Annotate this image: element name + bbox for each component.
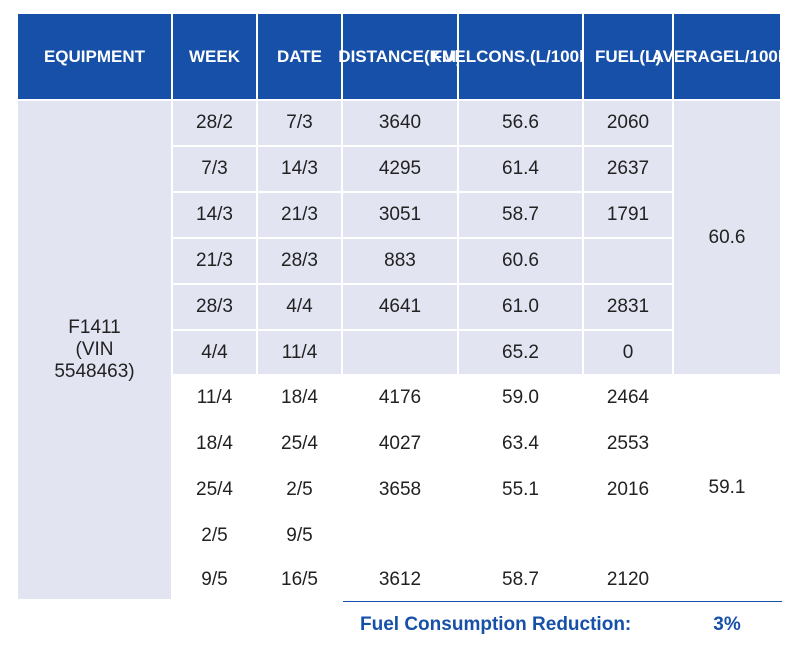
fuel-cons-cell: 59.0 — [502, 387, 539, 408]
week-cell: 2/5 — [201, 525, 228, 546]
fuel-cons-cell: 61.0 — [459, 285, 582, 329]
date-cell: 2/5 — [286, 479, 313, 500]
fuel-cons-cell: 65.2 — [459, 331, 582, 374]
date-cell: 7/3 — [258, 101, 341, 145]
date-cell: 14/3 — [258, 147, 341, 191]
date-cell: 9/5 — [286, 525, 313, 546]
equipment-line: (VIN — [75, 339, 114, 360]
date-cell: 25/4 — [281, 433, 318, 454]
distance-cell — [343, 331, 457, 374]
average-cell: 59.1 — [708, 476, 746, 498]
average-cell: 60.6 — [674, 101, 780, 374]
equipment-cell: F1411 (VIN 5548463) — [18, 101, 171, 599]
week-cell: 28/3 — [173, 285, 256, 329]
distance-cell: 883 — [343, 239, 457, 283]
fuel-cell: 2637 — [584, 147, 672, 191]
equipment-line: F1411 — [68, 317, 121, 338]
header-date: DATE — [258, 14, 341, 99]
date-cell: 21/3 — [258, 193, 341, 237]
week-cell: 4/4 — [173, 331, 256, 374]
fuel-cell: 2060 — [584, 101, 672, 145]
header-date-line: DATE — [276, 46, 322, 66]
week-cell: 25/4 — [196, 479, 233, 500]
fuel-reduction-label: Fuel Consumption Reduction: — [360, 614, 632, 635]
header-average: AVERAGE L/100km — [652, 14, 802, 99]
fuel-cons-cell: 60.6 — [459, 239, 582, 283]
date-cell: 18/4 — [281, 387, 318, 408]
distance-cell: 4027 — [378, 433, 422, 454]
fuel-cell — [584, 239, 672, 283]
header-fuel-cons-line: CONS. — [476, 46, 530, 66]
date-cell: 4/4 — [258, 285, 341, 329]
fuel-cell: 0 — [584, 331, 672, 374]
header-week: WEEK — [173, 14, 256, 99]
header-fuel-cons-line: FUEL — [431, 46, 477, 66]
fuel-cell: 2016 — [606, 479, 650, 500]
distance-cell: 3658 — [378, 479, 422, 500]
header-average-line: L/100km — [734, 46, 803, 66]
fuel-cell: 2831 — [584, 285, 672, 329]
distance-cell: 4641 — [343, 285, 457, 329]
distance-cell: 3051 — [343, 193, 457, 237]
fuel-consumption-table: EQUIPMENT WEEK DATE DISTANCE (KM) FUEL CONS. (L… — [17, 13, 802, 600]
date-cell: 11/4 — [258, 331, 341, 374]
week-cell: 11/4 — [196, 387, 233, 408]
header-fuel: FUEL (L) — [584, 14, 672, 99]
fuel-cell: 2553 — [606, 433, 650, 454]
footer-divider — [343, 601, 782, 602]
distance-cell: 3612 — [378, 568, 422, 590]
distance-cell: 3640 — [343, 101, 457, 145]
fuel-reduction-value: 3% — [713, 614, 741, 635]
week-cell: 18/4 — [196, 433, 233, 454]
week-cell: 21/3 — [173, 239, 256, 283]
distance-cell: 4176 — [378, 387, 422, 408]
fuel-cons-cell: 61.4 — [459, 147, 582, 191]
header-fuel-line: (L) — [639, 46, 662, 66]
week-cell: 14/3 — [173, 193, 256, 237]
fuel-cell: 2120 — [606, 568, 650, 590]
fuel-cons-cell: 58.7 — [459, 193, 582, 237]
fuel-cons-cell: 55.1 — [502, 479, 539, 500]
header-average-line: AVERAGE — [651, 46, 735, 66]
fuel-cons-cell — [459, 514, 582, 558]
equipment-line: 5548463) — [54, 361, 135, 382]
distance-cell — [343, 514, 457, 558]
header-fuel-cons: FUEL CONS. (L/100km) — [432, 14, 609, 99]
header-fuel-line: FUEL — [594, 46, 640, 66]
fuel-cons-cell: 56.6 — [459, 101, 582, 145]
date-cell: 16/5 — [281, 568, 318, 590]
header-equipment: EQUIPMENT — [18, 14, 171, 99]
week-cell: 7/3 — [173, 147, 256, 191]
fuel-cons-cell: 58.7 — [502, 568, 539, 590]
fuel-cell — [584, 514, 672, 558]
fuel-cons-cell: 63.4 — [502, 433, 539, 454]
fuel-cell: 2464 — [606, 387, 650, 408]
header-distance-line: (KM) — [423, 46, 462, 66]
week-cell: 28/2 — [173, 101, 256, 145]
fuel-cell: 1791 — [584, 193, 672, 237]
date-cell: 28/3 — [258, 239, 341, 283]
header-distance-line: DISTANCE — [338, 46, 424, 66]
week-cell: 9/5 — [201, 568, 228, 590]
header-week-line: WEEK — [189, 46, 240, 66]
header-distance: DISTANCE (KM) — [338, 14, 462, 99]
header-equipment-line: EQUIPMENT — [43, 46, 146, 66]
distance-cell: 4295 — [343, 147, 457, 191]
